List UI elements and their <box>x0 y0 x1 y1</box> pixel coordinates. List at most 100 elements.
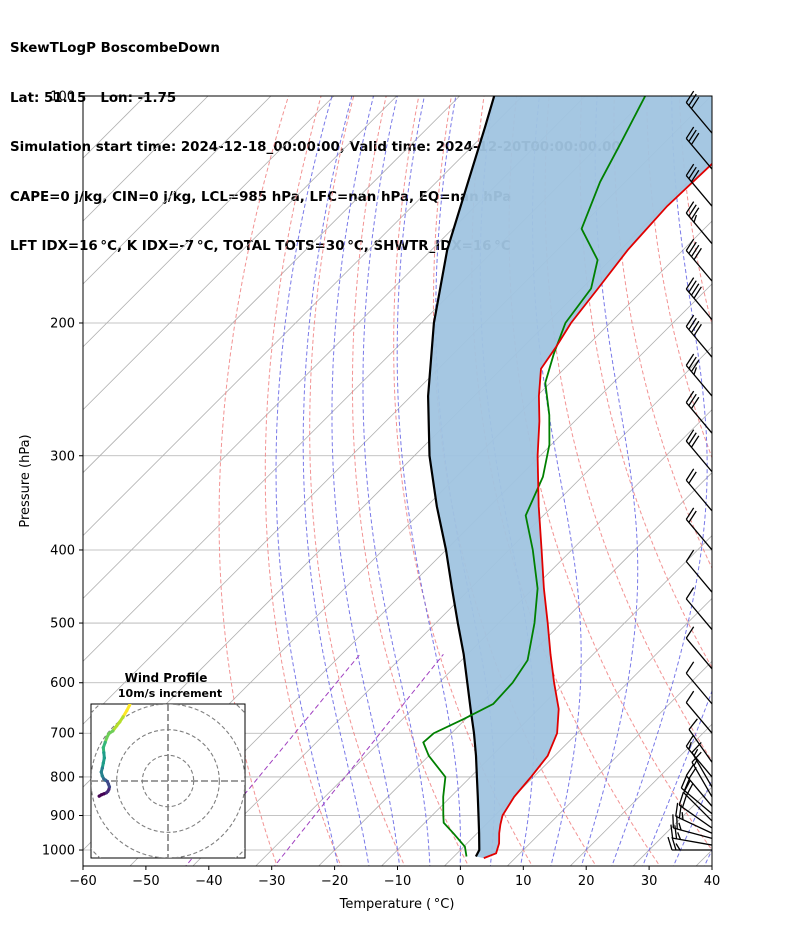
y-tick-label: 700 <box>50 727 75 742</box>
wind-barb <box>685 277 713 321</box>
barb-flag <box>685 163 695 176</box>
barb-staff <box>675 815 713 834</box>
barb-staff <box>685 702 713 734</box>
wind-barb <box>685 126 713 170</box>
barb-flag <box>674 825 678 839</box>
barb-flag <box>690 132 700 145</box>
wind-barb <box>685 468 713 512</box>
y-tick-label: 1000 <box>42 844 75 859</box>
isotherm-gridline <box>83 96 398 411</box>
wind-barb <box>685 587 713 630</box>
wind-barb <box>685 661 713 705</box>
barb-staff <box>685 102 713 134</box>
dry-adiabat <box>218 96 290 866</box>
barb-flag <box>685 507 695 520</box>
barb-flag <box>685 626 695 639</box>
barb-flag <box>685 763 695 777</box>
barb-flag <box>678 791 685 806</box>
dry-adiabat <box>646 96 712 459</box>
barb-staff <box>678 804 713 829</box>
barb-staff <box>685 364 713 397</box>
hodograph-point <box>105 735 109 739</box>
isotherm-gridline <box>695 849 712 866</box>
hodograph-point <box>97 794 101 798</box>
barb-flag <box>681 812 684 820</box>
y-tick-label: 400 <box>50 543 75 558</box>
barb-staff <box>673 827 713 839</box>
barb-flag <box>690 207 700 220</box>
wind-barb <box>672 814 713 839</box>
barb-flag <box>693 214 698 223</box>
isotherm-gridline <box>507 660 712 866</box>
x-tick-label: 10 <box>515 874 532 889</box>
moist-adiabat <box>275 96 339 866</box>
barb-staff <box>685 212 713 245</box>
hodograph-point <box>99 770 103 774</box>
barb-flag <box>691 751 702 763</box>
location-line: Lat: 51.15 Lon: -1.75 <box>10 90 177 106</box>
barb-flag <box>688 317 697 330</box>
barb-flag <box>688 241 697 254</box>
moist-adiabat <box>362 96 431 866</box>
barb-flag <box>693 748 699 757</box>
axes: −60 −50 −40 −30 −20 −10 0 10 20 30 40 100 200 300 400 5… <box>42 90 720 890</box>
barb-flag <box>688 718 698 730</box>
barb-staff <box>685 598 713 630</box>
chart-title: SkewTLogP BoscombeDown <box>10 41 220 56</box>
barb-flag <box>675 802 679 817</box>
barb-flag <box>693 286 702 299</box>
hodograph-point <box>100 766 104 770</box>
barb-flag <box>688 471 697 484</box>
hodograph-point <box>107 731 111 736</box>
barb-staff <box>691 761 713 798</box>
wind-barb <box>688 718 713 763</box>
profile-lines <box>422 96 712 859</box>
moist-adiabat <box>703 848 712 866</box>
barb-staff <box>685 479 713 512</box>
x-tick-label: 0 <box>456 874 464 889</box>
hodograph-point <box>102 751 106 755</box>
moist-adiabat <box>531 96 582 866</box>
barb-flag <box>681 794 688 808</box>
barb-flag <box>680 775 688 789</box>
hodograph-point <box>101 761 105 765</box>
barb-staff <box>685 561 713 593</box>
mixing-ratio-line <box>273 653 444 866</box>
hodograph-subtitle: 10m/s increment <box>118 687 222 700</box>
barb-flag <box>671 836 677 851</box>
hodograph-point <box>129 700 132 703</box>
x-tick-label: −20 <box>321 874 348 889</box>
y-axis-label: Pressure (hPa) <box>18 434 33 527</box>
wind-barb <box>685 549 713 593</box>
x-tick-label: −40 <box>195 874 222 889</box>
isotherm-gridline <box>444 597 712 866</box>
barb-flag <box>688 356 697 369</box>
x-tick-label: −10 <box>384 874 411 889</box>
moist-adiabat <box>672 778 712 866</box>
barb-flag <box>685 734 695 747</box>
wind-barb <box>685 429 713 473</box>
isotherm-gridline <box>83 96 272 285</box>
barb-flag <box>685 468 695 481</box>
barb-flag <box>690 435 700 448</box>
dry-adiabat <box>393 96 533 866</box>
barb-staff <box>685 138 713 170</box>
barb-staff <box>688 729 713 763</box>
hodograph-point <box>121 715 125 719</box>
y-tick-label: 200 <box>50 316 75 331</box>
x-tick-label: 30 <box>641 874 658 889</box>
y-tick-label: 900 <box>50 809 75 824</box>
y-tick-label: 500 <box>50 617 75 632</box>
barb-flag <box>685 238 695 251</box>
wind-barb <box>685 163 713 207</box>
y-tick-label: 800 <box>50 770 75 785</box>
x-tick-label: −30 <box>258 874 285 889</box>
barb-flag <box>693 247 702 261</box>
barb-flag <box>688 280 697 293</box>
hodograph-point <box>106 782 111 786</box>
dry-adiabat <box>264 96 342 866</box>
barb-flag <box>685 90 695 103</box>
hodograph-point <box>104 791 108 795</box>
barb-staff <box>685 250 713 282</box>
